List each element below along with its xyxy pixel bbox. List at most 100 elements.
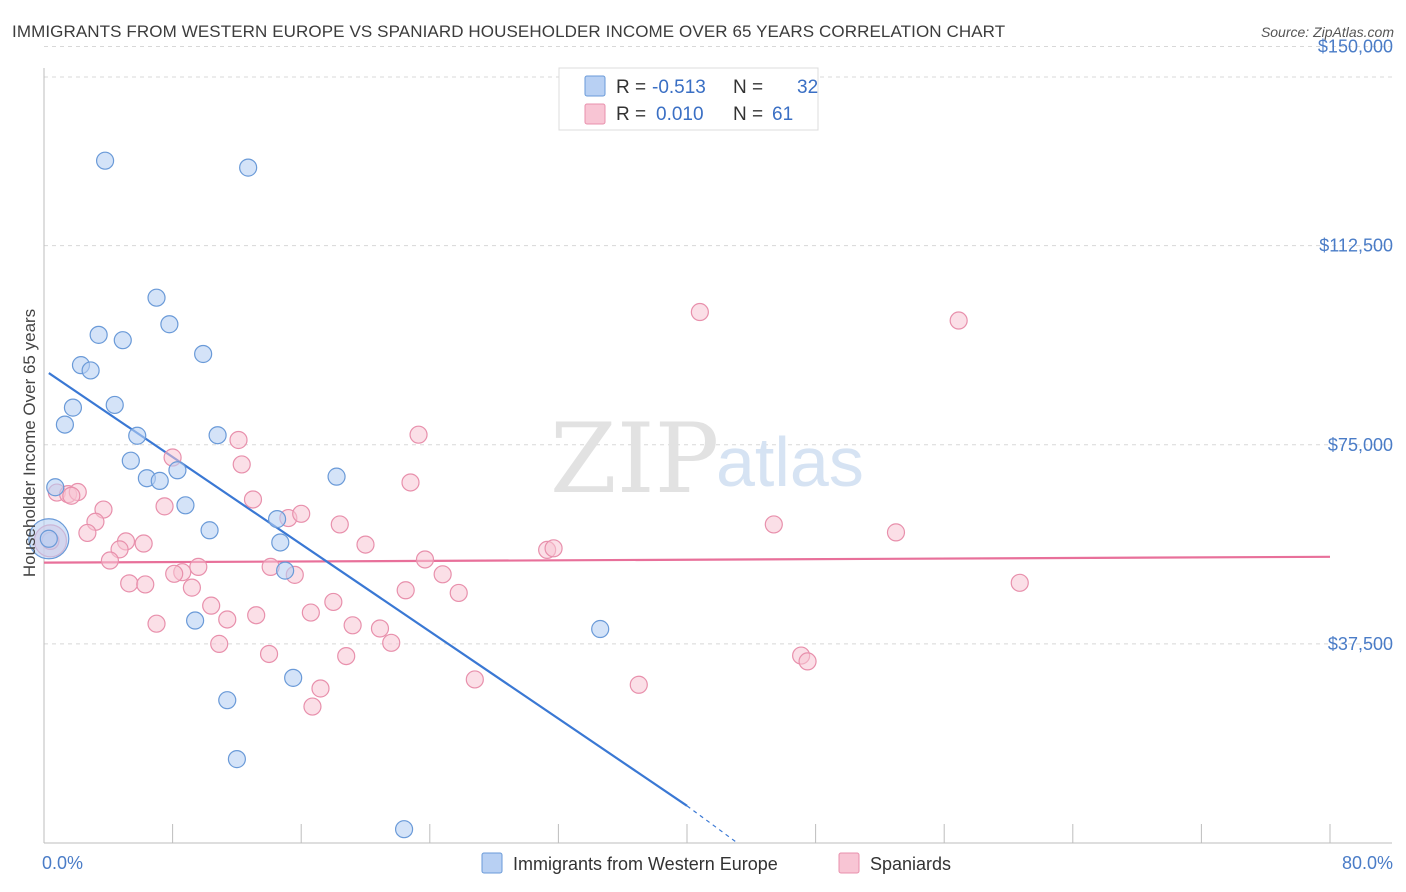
data-point-spaniards xyxy=(189,557,208,576)
data-point-spaniards xyxy=(301,603,320,622)
data-point-western-europe xyxy=(105,395,124,415)
data-point-spaniards xyxy=(147,614,166,633)
data-point-western-europe xyxy=(150,471,169,490)
data-point-spaniards xyxy=(433,565,452,584)
legend-r-label-pink: R = xyxy=(616,104,646,125)
data-point-spaniards xyxy=(247,606,266,625)
data-point-spaniards xyxy=(690,302,709,322)
series-legend-label-pink: Spaniards xyxy=(870,854,951,874)
data-point-spaniards xyxy=(232,455,251,474)
legend-n-label-pink: N = xyxy=(733,104,763,125)
legend-n-value-pink: 61 xyxy=(772,104,793,125)
data-point-western-europe xyxy=(186,611,205,630)
data-point-spaniards xyxy=(330,515,349,534)
legend-n-label-blue: N = xyxy=(733,77,763,98)
data-point-western-europe xyxy=(267,510,287,529)
legend-r-value-pink: 0.010 xyxy=(656,104,704,125)
data-point-western-europe xyxy=(128,426,147,445)
data-point-spaniards xyxy=(544,539,563,558)
data-point-spaniards xyxy=(449,583,468,603)
data-point-spaniards xyxy=(382,633,401,652)
trend-line-western-europe xyxy=(48,372,688,807)
data-point-western-europe xyxy=(113,331,132,350)
data-point-spaniards xyxy=(370,619,390,638)
data-point-spaniards xyxy=(629,675,648,694)
stats-legend: R = -0.513 N = 32 R = 0.010 N = 61 xyxy=(558,67,819,131)
data-point-spaniards xyxy=(165,564,184,583)
x-tick-label-end: 80.0% xyxy=(1342,853,1393,873)
data-point-western-europe xyxy=(147,288,166,307)
y-tick-label: $150,000 xyxy=(1318,37,1393,57)
data-point-western-europe xyxy=(176,496,195,515)
data-point-western-europe xyxy=(81,361,100,380)
data-point-spaniards xyxy=(202,596,221,615)
data-point-spaniards xyxy=(343,616,362,635)
data-point-western-europe xyxy=(227,750,246,769)
y-tick-label: $112,500 xyxy=(1319,236,1393,256)
data-point-spaniards xyxy=(78,523,97,543)
legend-r-label-blue: R = xyxy=(616,77,646,98)
data-point-spaniards xyxy=(337,646,356,666)
watermark-zip: ZIP xyxy=(550,403,719,515)
y-tick-label: $37,500 xyxy=(1328,634,1393,654)
data-point-spaniards xyxy=(210,634,229,653)
data-point-spaniards xyxy=(465,670,484,689)
data-point-western-europe xyxy=(46,478,65,497)
data-point-western-europe xyxy=(284,668,303,687)
data-point-western-europe xyxy=(121,451,140,470)
y-tick-label: $75,000 xyxy=(1328,435,1393,455)
data-point-western-europe xyxy=(63,398,83,417)
data-point-spaniards xyxy=(120,574,139,593)
data-point-spaniards xyxy=(764,515,783,534)
axes xyxy=(43,68,1392,844)
gridlines xyxy=(44,46,1392,645)
data-point-spaniards xyxy=(292,504,311,523)
data-point-western-europe xyxy=(271,533,290,552)
data-point-spaniards xyxy=(62,486,81,505)
data-point-western-europe xyxy=(55,415,74,434)
legend-r-value-blue: -0.513 xyxy=(652,77,706,98)
data-point-spaniards xyxy=(134,534,153,553)
chart-title: IMMIGRANTS FROM WESTERN EUROPE VS SPANIA… xyxy=(12,22,1006,41)
data-point-spaniards xyxy=(356,535,375,554)
data-point-spaniards xyxy=(396,581,415,600)
series-legend-swatch-blue xyxy=(481,852,503,874)
chart-source: Source: ZipAtlas.com xyxy=(1260,24,1394,40)
data-point-spaniards xyxy=(401,473,420,492)
data-point-spaniards xyxy=(324,592,343,612)
trend-line-extension xyxy=(686,805,736,842)
data-point-western-europe xyxy=(239,158,258,177)
series-legend-label-blue: Immigrants from Western Europe xyxy=(513,854,778,874)
data-point-western-europe xyxy=(95,151,115,170)
trend-lines xyxy=(43,372,1331,842)
data-point-western-europe xyxy=(394,820,414,839)
watermark-atlas: atlas xyxy=(716,423,864,501)
x-tick-label-start: 0.0% xyxy=(42,853,83,873)
data-point-spaniards xyxy=(886,523,906,542)
series-western-europe xyxy=(28,151,610,839)
data-point-western-europe xyxy=(39,529,58,548)
data-point-spaniards xyxy=(1010,573,1029,592)
data-point-spaniards xyxy=(243,490,263,509)
legend-swatch-blue xyxy=(584,75,606,97)
data-point-spaniards xyxy=(155,497,174,516)
data-point-western-europe xyxy=(276,561,295,580)
data-point-spaniards xyxy=(259,644,279,664)
data-point-spaniards xyxy=(798,652,817,671)
data-point-spaniards xyxy=(229,430,248,450)
series-legend-swatch-pink xyxy=(838,852,860,874)
data-point-spaniards xyxy=(303,697,322,716)
data-point-spaniards xyxy=(415,550,435,569)
data-point-spaniards xyxy=(100,551,120,570)
series-legend: Immigrants from Western Europe Spaniards xyxy=(481,852,951,874)
data-point-spaniards xyxy=(218,610,237,629)
data-point-spaniards xyxy=(136,575,155,594)
data-point-spaniards xyxy=(949,311,968,330)
legend-swatch-pink xyxy=(584,103,606,125)
data-point-western-europe xyxy=(327,467,346,486)
data-point-spaniards xyxy=(182,578,201,597)
data-point-western-europe xyxy=(200,521,219,540)
trend-line-spaniards xyxy=(43,555,1331,564)
data-point-spaniards xyxy=(311,679,330,698)
